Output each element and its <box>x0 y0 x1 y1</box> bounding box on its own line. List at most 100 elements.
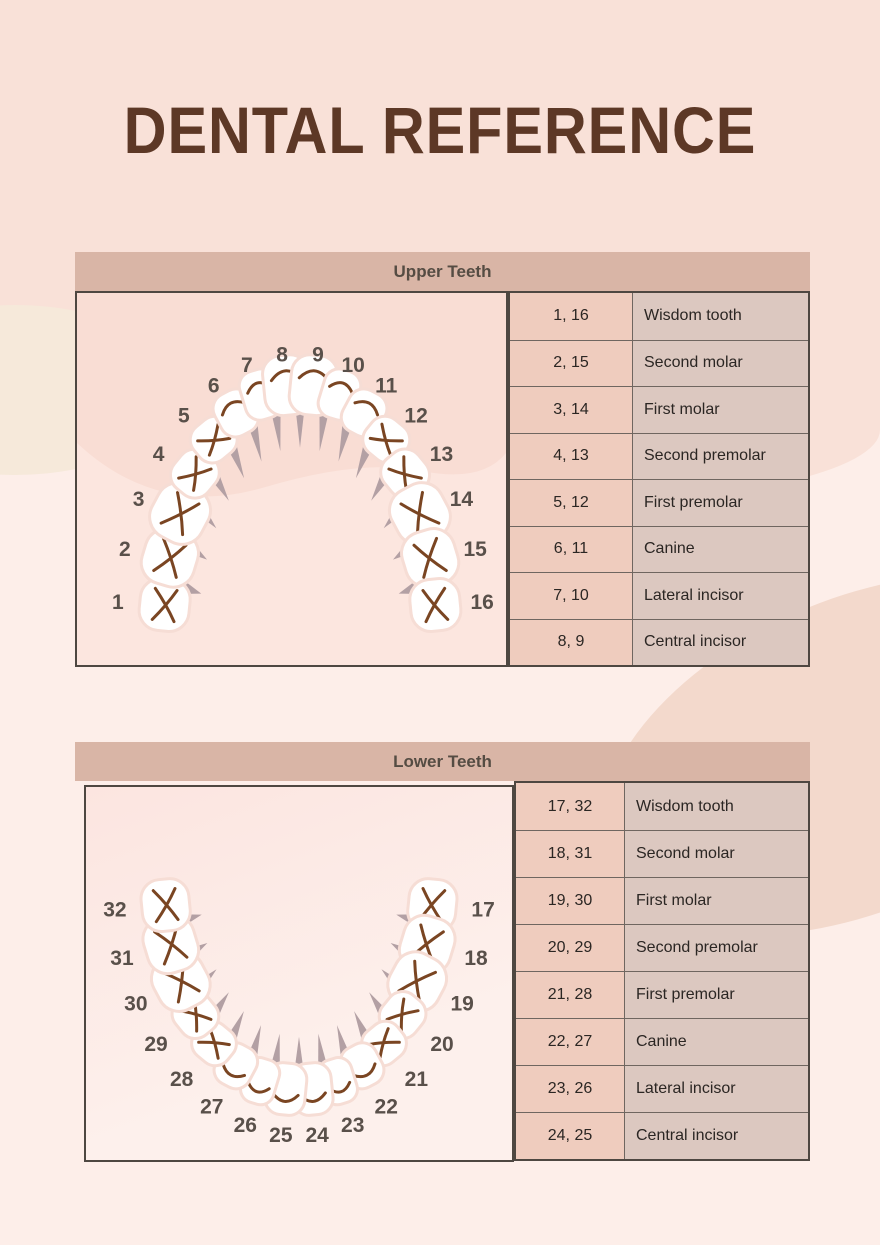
lower-teeth-content: 17 18 19 20 21 22 23 24 25 26 27 28 29 30 31 32 17, 32 W… <box>75 781 810 1162</box>
tooth-number-label: 4 <box>153 443 165 466</box>
tooth-1 <box>137 577 192 633</box>
tooth-number-label: 17 <box>471 899 494 922</box>
tooth-name-cell: Central incisor <box>624 1113 808 1159</box>
tooth-numbers-cell: 18, 31 <box>516 831 624 877</box>
tooth-number-label: 23 <box>341 1114 364 1137</box>
tooth-number-label: 14 <box>450 488 474 511</box>
table-row: 2, 15 Second molar <box>510 339 808 386</box>
table-row: 23, 26 Lateral incisor <box>516 1065 808 1112</box>
tooth-name-cell: Second premolar <box>632 433 808 479</box>
tooth-numbers-cell: 22, 27 <box>516 1019 624 1065</box>
tooth-32 <box>139 877 192 934</box>
tooth-number-label: 32 <box>103 899 126 922</box>
table-row: 3, 14 First molar <box>510 386 808 433</box>
tooth-number-label: 25 <box>269 1124 293 1147</box>
tooth-name-cell: First premolar <box>632 480 808 526</box>
tooth-numbers-cell: 4, 13 <box>510 433 632 479</box>
tooth-number-label: 10 <box>341 354 364 377</box>
tooth-name-cell: Lateral incisor <box>624 1066 808 1112</box>
tooth-numbers-cell: 21, 28 <box>516 972 624 1018</box>
tooth-name-cell: Canine <box>632 526 808 572</box>
tooth-name-cell: Wisdom tooth <box>624 783 808 830</box>
fissure-mark <box>412 536 448 579</box>
tooth-name-cell: Second molar <box>624 831 808 877</box>
fissure-mark <box>150 586 179 624</box>
tooth-name-cell: Central incisor <box>632 619 808 665</box>
table-row: 19, 30 First molar <box>516 877 808 924</box>
upper-teeth-header: Upper Teeth <box>75 252 810 291</box>
fissure-mark <box>177 455 213 492</box>
table-row: 6, 11 Canine <box>510 525 808 572</box>
tooth-number-label: 18 <box>464 947 488 970</box>
tooth-numbers-cell: 8, 9 <box>510 619 632 665</box>
tooth-15 <box>400 527 461 589</box>
tooth-number-label: 11 <box>375 375 398 398</box>
tooth-number-label: 28 <box>170 1068 194 1091</box>
tooth-name-cell: Lateral incisor <box>632 573 808 619</box>
tooth-number-label: 7 <box>241 354 253 377</box>
tooth-name-cell: Second premolar <box>624 925 808 971</box>
upper-teeth-diagram-box: 1 2 3 4 5 6 7 8 9 10 11 12 13 14 15 16 <box>75 291 508 667</box>
tooth-name-cell: First molar <box>624 878 808 924</box>
tooth-number-label: 29 <box>144 1033 167 1056</box>
tooth-number-label: 16 <box>470 591 493 614</box>
lower-teeth-section: Lower Teeth 17 18 19 20 21 22 23 24 25 26 27 28 29 30… <box>75 742 810 1162</box>
tooth-number-label: 27 <box>200 1095 223 1118</box>
tooth-name-cell: First premolar <box>624 972 808 1018</box>
fissure-mark <box>151 886 180 924</box>
fissure-mark <box>196 422 232 457</box>
tooth-number-label: 31 <box>110 947 134 970</box>
tooth-numbers-cell: 7, 10 <box>510 573 632 619</box>
tooth-number-label: 20 <box>430 1033 453 1056</box>
tooth-number-label: 8 <box>276 343 288 366</box>
lower-teeth-table: 17, 32 Wisdom tooth 18, 31 Second molar 19, … <box>514 781 810 1161</box>
tooth-number-label: 19 <box>450 992 473 1015</box>
table-row: 5, 12 First premolar <box>510 479 808 526</box>
tooth-numbers-cell: 1, 16 <box>510 293 632 340</box>
tooth-number-label: 5 <box>178 405 190 428</box>
lower-teeth-diagram-box: 17 18 19 20 21 22 23 24 25 26 27 28 29 30 31 32 <box>84 785 514 1162</box>
tooth-numbers-cell: 23, 26 <box>516 1066 624 1112</box>
tooth-numbers-cell: 17, 32 <box>516 783 624 830</box>
fissure-mark <box>421 586 450 624</box>
tooth-number-label: 13 <box>430 443 453 466</box>
table-row: 4, 13 Second premolar <box>510 432 808 479</box>
table-row: 24, 25 Central incisor <box>516 1112 808 1159</box>
tooth-numbers-cell: 5, 12 <box>510 480 632 526</box>
tooth-16 <box>408 577 463 633</box>
fissure-mark <box>152 536 188 579</box>
lower-teeth-header: Lower Teeth <box>75 742 810 781</box>
upper-teeth-section: Upper Teeth 1 2 3 4 5 6 7 8 9 10 11 12 13 14 15 16 1, 1… <box>75 252 810 667</box>
table-row: 20, 29 Second premolar <box>516 924 808 971</box>
page-title: DENTAL REFERENCE <box>123 93 757 167</box>
incisal-edge-mark <box>246 1080 271 1094</box>
tooth-number-label: 22 <box>375 1095 398 1118</box>
tooth-number-label: 3 <box>133 488 145 511</box>
incisal-edge-mark <box>352 1062 377 1079</box>
incisal-edge-mark <box>221 1062 246 1079</box>
tooth-number-label: 1 <box>112 591 124 614</box>
tooth-numbers-cell: 24, 25 <box>516 1113 624 1159</box>
tooth-number-label: 2 <box>119 538 131 561</box>
tooth-numbers-cell: 6, 11 <box>510 526 632 572</box>
tooth-number-label: 26 <box>234 1114 257 1137</box>
fissure-mark <box>385 997 420 1033</box>
tooth-number-label: 6 <box>208 375 220 398</box>
tooth-numbers-cell: 20, 29 <box>516 925 624 971</box>
tooth-numbers-cell: 3, 14 <box>510 387 632 433</box>
incisal-edge-mark <box>328 381 354 395</box>
tooth-name-cell: First molar <box>632 387 808 433</box>
tooth-number-label: 24 <box>305 1124 329 1147</box>
table-row: 1, 16 Wisdom tooth <box>510 293 808 340</box>
table-row: 18, 31 Second molar <box>516 830 808 877</box>
tooth-numbers-cell: 19, 30 <box>516 878 624 924</box>
tooth-number-label: 30 <box>124 992 147 1015</box>
tooth-name-cell: Wisdom tooth <box>632 293 808 340</box>
tooth-number-label: 21 <box>405 1068 429 1091</box>
tooth-number-label: 15 <box>463 538 487 561</box>
table-row: 7, 10 Lateral incisor <box>510 572 808 619</box>
tooth-name-cell: Second molar <box>632 340 808 386</box>
table-row: 8, 9 Central incisor <box>510 618 808 665</box>
